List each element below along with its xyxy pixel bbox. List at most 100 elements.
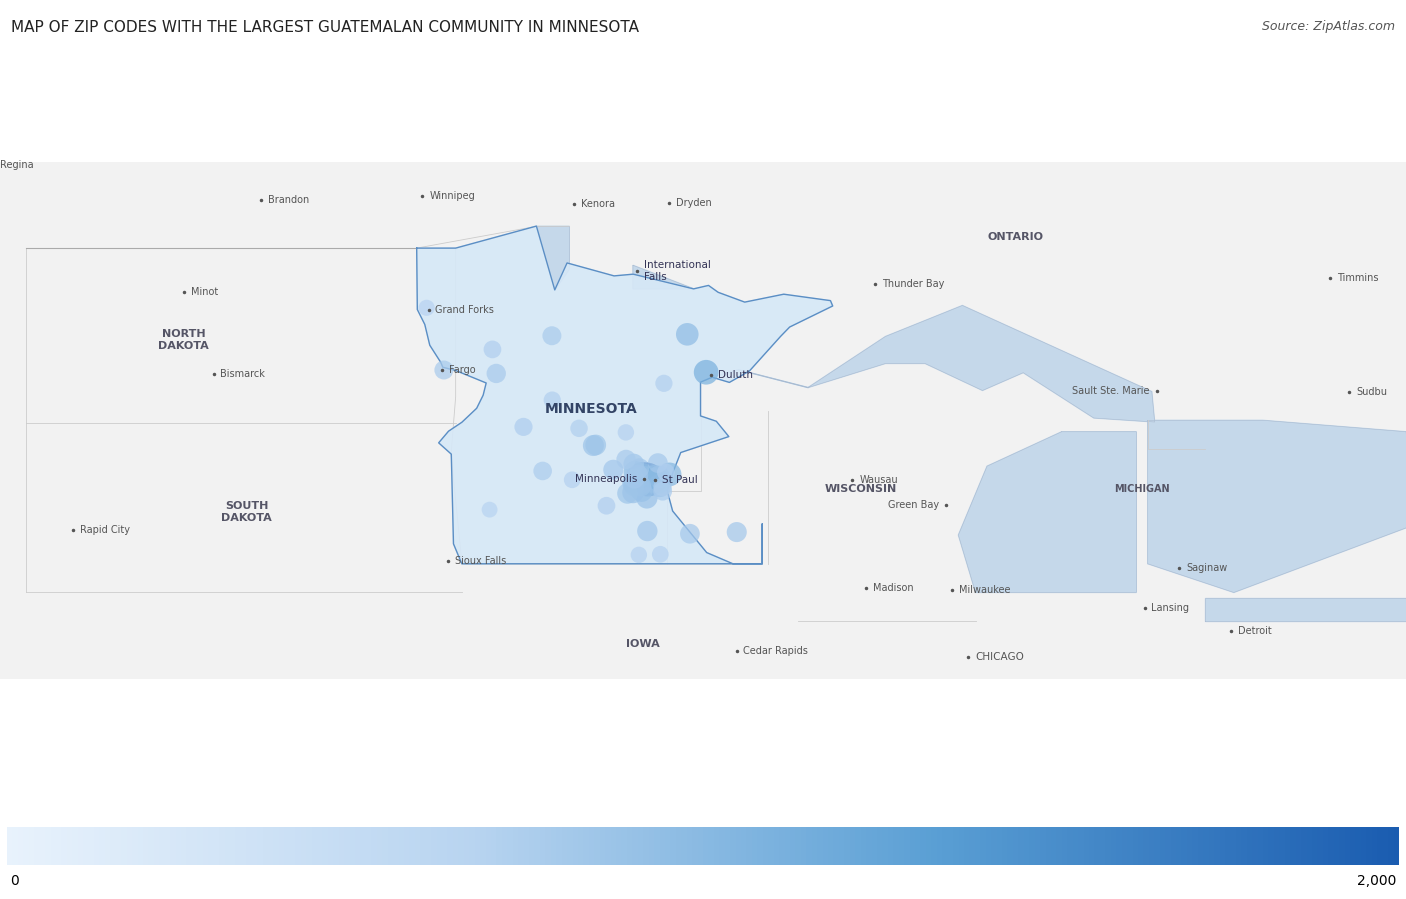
Text: IOWA: IOWA xyxy=(626,639,659,649)
Point xyxy=(561,473,583,487)
Text: MAP OF ZIP CODES WITH THE LARGEST GUATEMALAN COMMUNITY IN MINNESOTA: MAP OF ZIP CODES WITH THE LARGEST GUATEM… xyxy=(11,20,640,35)
Point xyxy=(481,343,503,357)
Text: Regina: Regina xyxy=(0,160,34,170)
Point xyxy=(695,365,717,379)
Point xyxy=(531,464,554,478)
Text: Wausau: Wausau xyxy=(859,475,898,485)
Polygon shape xyxy=(1205,598,1406,621)
Point xyxy=(634,472,657,486)
Point xyxy=(627,477,650,492)
Point xyxy=(621,476,644,490)
Polygon shape xyxy=(713,306,1154,422)
Point xyxy=(595,499,617,513)
Point xyxy=(541,393,564,407)
Polygon shape xyxy=(537,227,569,290)
Point xyxy=(623,478,645,493)
Point xyxy=(614,452,637,467)
Point xyxy=(478,503,501,517)
Point xyxy=(643,470,665,485)
Text: ONTARIO: ONTARIO xyxy=(988,232,1043,242)
Point xyxy=(627,547,650,562)
Point xyxy=(676,327,699,342)
Point xyxy=(623,471,645,485)
Text: SOUTH
DAKOTA: SOUTH DAKOTA xyxy=(221,502,273,523)
Point xyxy=(658,467,681,482)
Point xyxy=(630,479,652,494)
Text: MICHIGAN: MICHIGAN xyxy=(1114,485,1170,494)
Text: Lansing: Lansing xyxy=(1152,603,1189,613)
Text: Fargo: Fargo xyxy=(450,365,477,375)
Point xyxy=(648,478,671,493)
Point xyxy=(585,438,607,452)
Text: Rapid City: Rapid City xyxy=(80,525,129,536)
Point xyxy=(679,527,702,541)
Point xyxy=(621,485,644,500)
Point xyxy=(623,457,645,471)
Point xyxy=(512,420,534,434)
Polygon shape xyxy=(416,226,832,564)
Text: CHICAGO: CHICAGO xyxy=(974,652,1024,662)
Text: Minot: Minot xyxy=(191,287,218,298)
Point xyxy=(647,474,669,488)
Text: St Paul: St Paul xyxy=(661,476,697,485)
Point xyxy=(568,421,591,435)
Point xyxy=(636,491,658,505)
Point xyxy=(602,463,624,477)
Text: Duluth: Duluth xyxy=(718,370,754,380)
Point xyxy=(652,376,675,390)
Point xyxy=(651,484,673,498)
Text: MINNESOTA: MINNESOTA xyxy=(544,402,637,416)
Text: Cedar Rapids: Cedar Rapids xyxy=(744,646,808,656)
Point xyxy=(485,366,508,380)
Point xyxy=(648,470,671,485)
Text: Grand Forks: Grand Forks xyxy=(436,305,495,315)
Point xyxy=(634,472,657,486)
Text: Brandon: Brandon xyxy=(269,194,309,205)
Point xyxy=(631,472,654,486)
Text: Thunder Bay: Thunder Bay xyxy=(883,279,945,289)
Point xyxy=(633,472,655,486)
Point xyxy=(582,439,605,453)
Point xyxy=(630,470,652,485)
Point xyxy=(627,467,650,482)
Point xyxy=(636,524,658,539)
Text: 0: 0 xyxy=(10,874,18,888)
Point xyxy=(616,486,638,501)
Polygon shape xyxy=(959,432,1136,592)
Point xyxy=(541,328,564,343)
Text: Detroit: Detroit xyxy=(1239,626,1272,636)
Text: Sioux Falls: Sioux Falls xyxy=(454,556,506,566)
Polygon shape xyxy=(1147,420,1406,592)
Text: Green Bay: Green Bay xyxy=(887,500,939,511)
Text: WISCONSIN: WISCONSIN xyxy=(825,485,897,494)
Point xyxy=(614,425,637,440)
Point xyxy=(636,473,658,487)
Text: Sault Ste. Marie: Sault Ste. Marie xyxy=(1073,387,1150,396)
Text: Minneapolis: Minneapolis xyxy=(575,474,637,484)
Text: Madison: Madison xyxy=(873,583,914,593)
Point xyxy=(631,471,654,485)
Point xyxy=(725,525,748,539)
Point xyxy=(633,473,655,487)
Text: Sudbu: Sudbu xyxy=(1355,387,1386,397)
Text: Timmins: Timmins xyxy=(1337,273,1378,283)
Text: NORTH
DAKOTA: NORTH DAKOTA xyxy=(159,329,209,351)
Text: Winnipeg: Winnipeg xyxy=(429,191,475,201)
Point xyxy=(636,472,658,486)
Text: Bismarck: Bismarck xyxy=(221,369,266,378)
Text: 2,000: 2,000 xyxy=(1357,874,1396,888)
Point xyxy=(624,465,647,479)
Polygon shape xyxy=(633,265,693,289)
Point xyxy=(644,473,666,487)
Point xyxy=(655,465,678,479)
Point xyxy=(626,470,648,485)
Point xyxy=(647,456,669,470)
Text: Kenora: Kenora xyxy=(581,199,616,209)
Point xyxy=(628,461,651,476)
Point xyxy=(651,480,673,494)
Point xyxy=(637,474,659,488)
Text: Saginaw: Saginaw xyxy=(1187,564,1227,574)
Point xyxy=(640,473,662,487)
Point xyxy=(415,300,437,315)
Point xyxy=(650,547,672,562)
